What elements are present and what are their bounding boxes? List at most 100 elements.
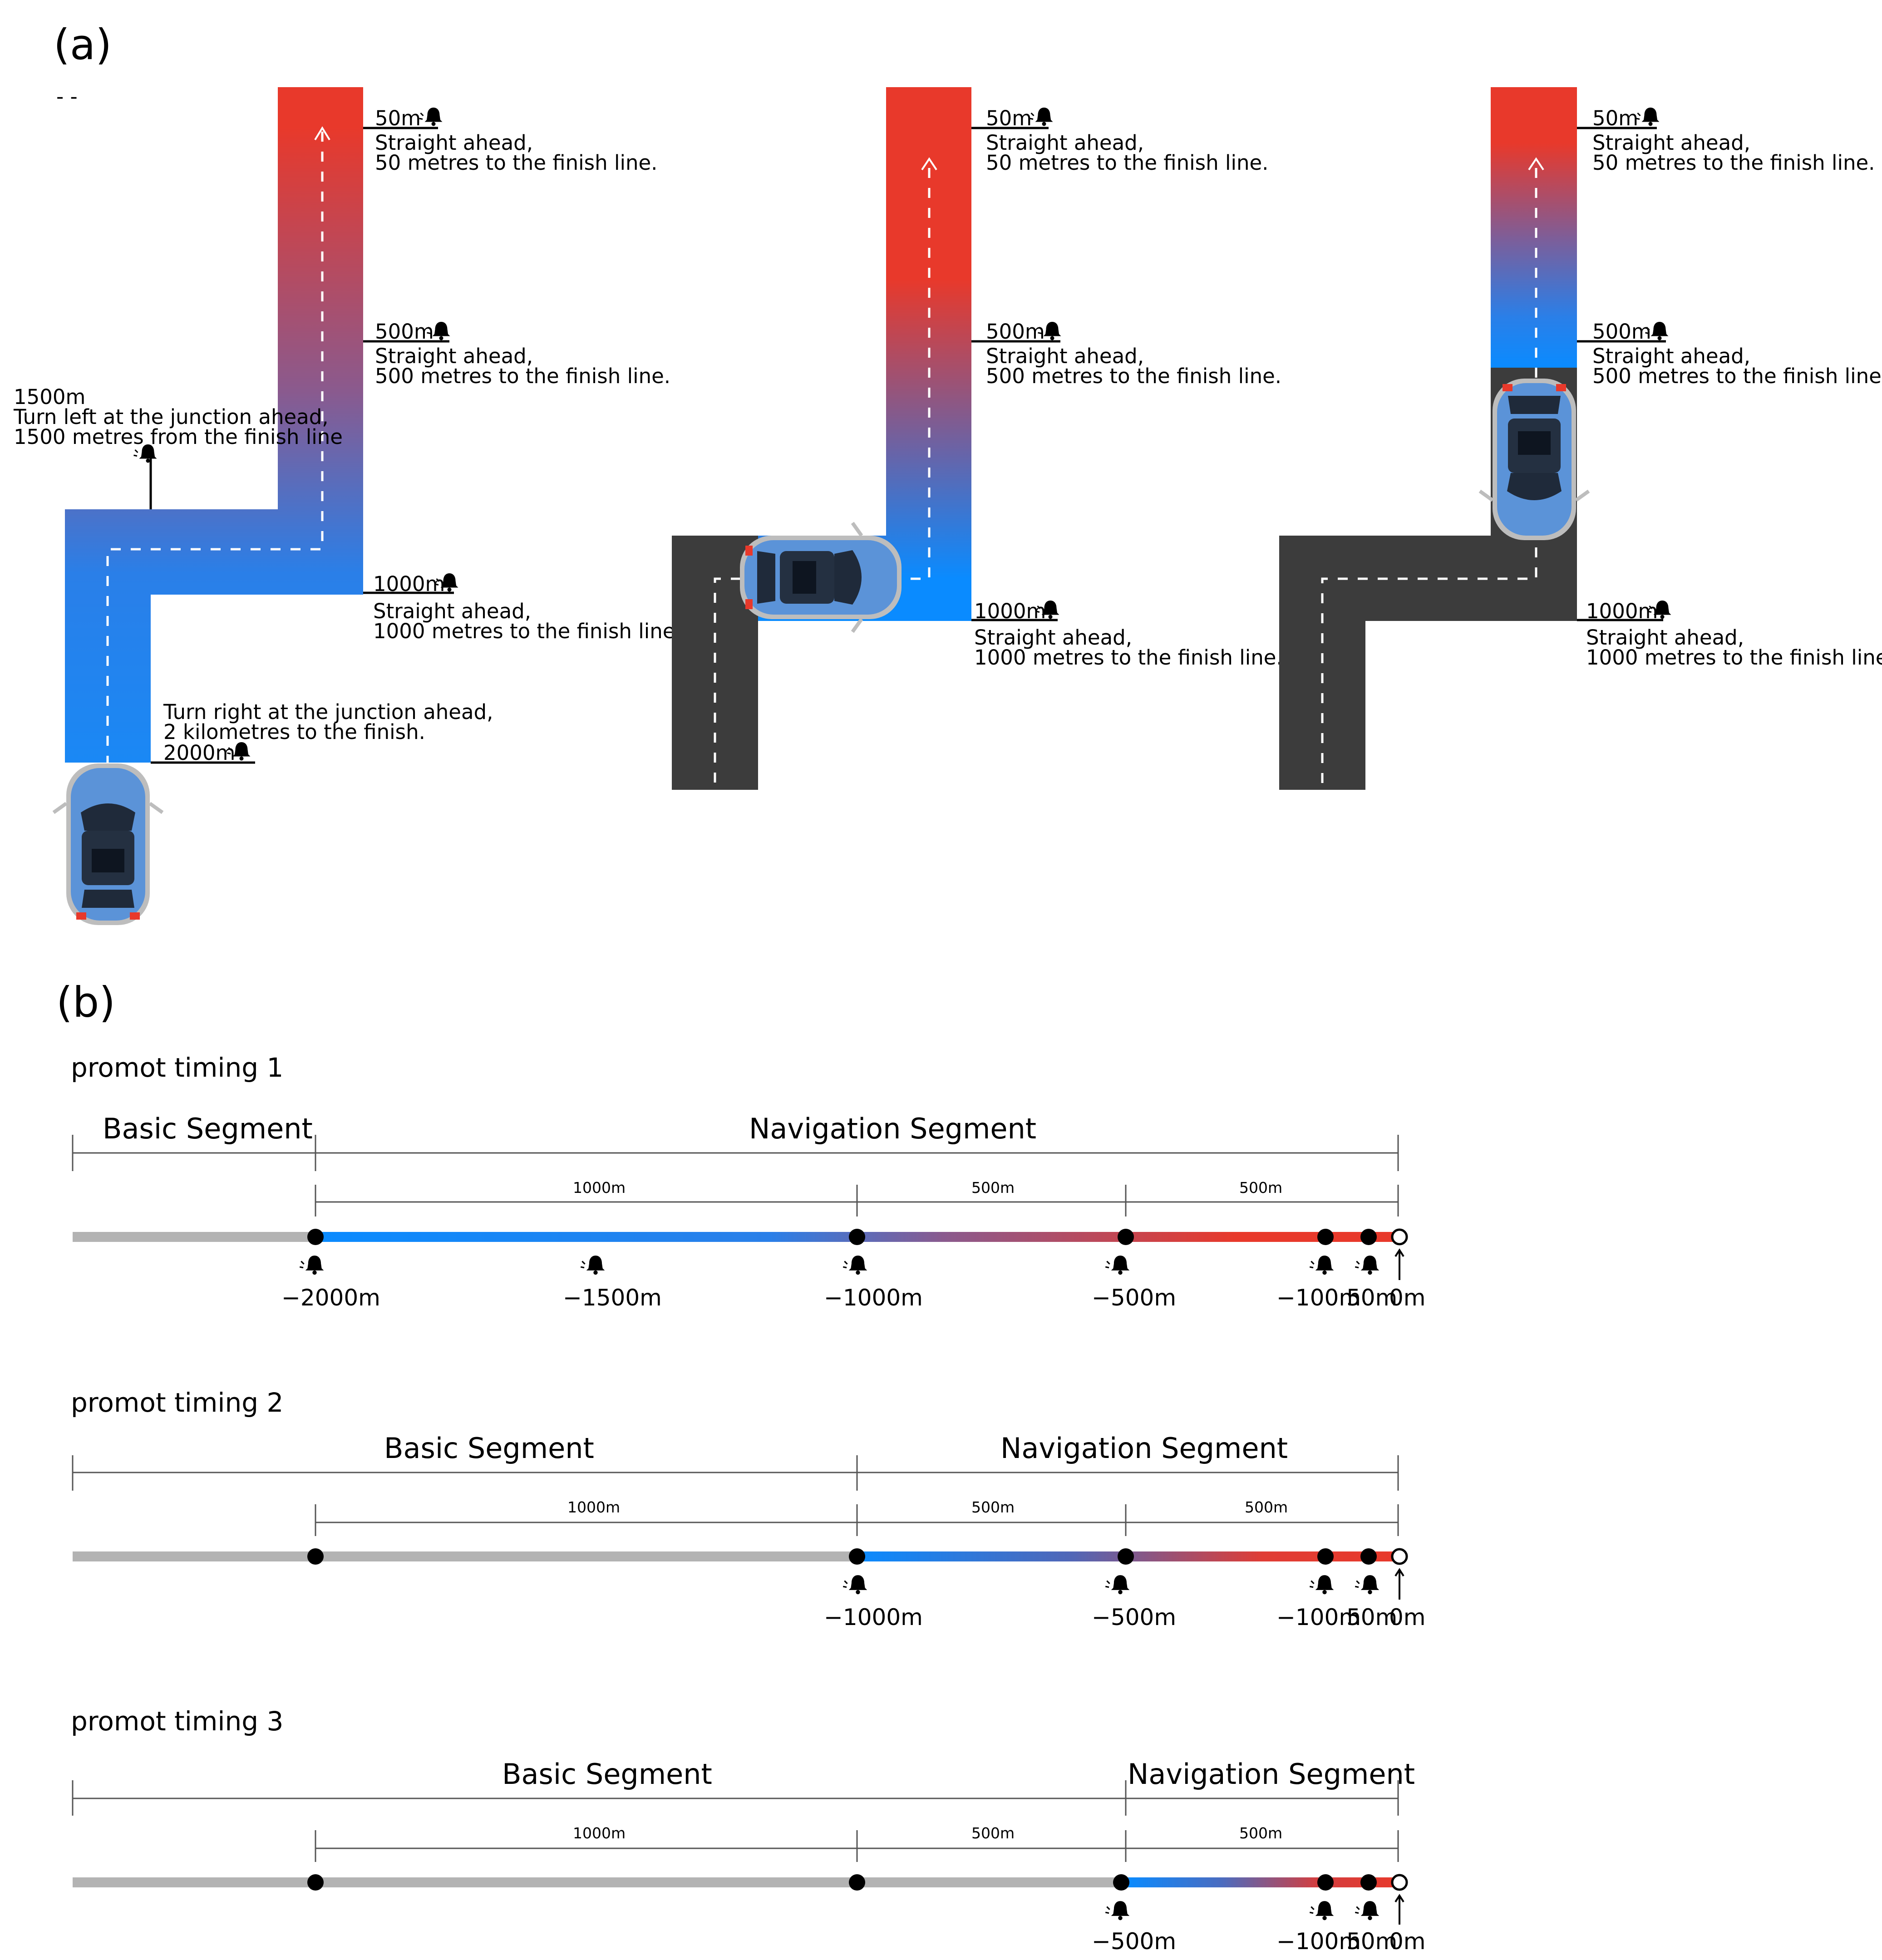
tick-label: 50m [1346,1928,1397,1955]
car-scene-3 [1480,379,1589,540]
tick-label: −100m [1276,1604,1361,1630]
tick-label: −2000m [281,1285,380,1311]
bell-icon [1104,1900,1130,1921]
span-label: 500m [1239,1824,1282,1842]
car-scene-1 [54,763,163,925]
callout-line1: Straight ahead, [375,344,533,368]
bell-icon [1104,1574,1130,1595]
scene-2: 50m Straight ahead, 50 metres to the fin… [672,87,1283,790]
dist-2000m: 2000m [163,741,235,765]
tick-label: 0m [1389,1928,1426,1955]
dist-50m: 50m [986,106,1032,130]
bell-icon [1309,1900,1335,1921]
tick-label: −100m [1276,1285,1361,1311]
navigation-segment-label: Navigation Segment [749,1112,1036,1145]
dist-500m: 500m [1592,320,1651,344]
basic-bar [73,1877,1126,1887]
callout-line2: 1000 metres to the finish line. [1586,645,1882,670]
bell-icon [1104,1255,1130,1275]
route-scene-1 [65,87,363,763]
panel-a-label: (a) [54,20,112,69]
bell-icon [299,1255,325,1275]
bell-icon [842,1255,868,1275]
bell-icon [419,107,443,127]
callout-line2: 500 metres to the finish line. [986,364,1281,388]
callout-line1: Turn right at the junction ahead, [163,700,493,724]
dist-1000m: 1000m [974,599,1046,623]
dash-marks: - - [56,84,78,108]
bell-icon [1029,107,1054,127]
callout-line2: 50 metres to the finish line. [375,151,657,175]
tick-label: 50m [1346,1285,1397,1311]
navigation-segment-label: Navigation Segment [1000,1432,1288,1465]
dist-1000m: 1000m [373,572,445,596]
callout-line1: Straight ahead, [986,131,1144,155]
route-centerline-scene-3 [1321,168,1537,785]
tick-label: 0m [1389,1285,1426,1311]
basic-segment-label: Basic Segment [502,1758,712,1791]
callout-line1: Straight ahead, [974,625,1132,650]
callout-line2: 50 metres to the finish line. [1592,151,1875,175]
tick-label: 0m [1389,1604,1426,1630]
bell-icon [1354,1574,1380,1595]
callout-line1: Straight ahead, [375,131,533,155]
callout-line2: 500 metres to the finish line. [1592,364,1882,388]
route-centerline-scene-2 [714,168,931,785]
basic-segment-label: Basic Segment [103,1112,313,1145]
car-scene-2 [740,523,902,632]
route-scene-2 [758,87,971,621]
timeline-3: promot timing 3 Basic Segment Navigation… [71,1706,1426,1955]
callout-line1: Straight ahead, [1592,131,1750,155]
nav-bar [1126,1877,1398,1887]
tick-label: 50m [1346,1604,1397,1630]
span-label: 1000m [573,1824,626,1842]
callout-line2: 500 metres to the finish line. [375,364,670,388]
dist-500m: 500m [986,320,1045,344]
callout-line1: Straight ahead, [373,599,531,623]
dist-500m: 500m [375,320,434,344]
bell-icon [842,1574,868,1595]
basic-bar [73,1232,315,1242]
dist-50m: 50m [375,106,421,130]
timeline-title: promot timing 1 [71,1052,283,1083]
callout-line1: Straight ahead, [1586,625,1744,650]
callout-line2: 50 metres to the finish line. [986,151,1268,175]
callout-line1: Straight ahead, [986,344,1144,368]
bell-icon [580,1255,606,1275]
bell-icon [1636,107,1660,127]
timeline-2: promot timing 2 Basic Segment Navigation… [71,1387,1426,1630]
route-scene-3 [1491,87,1577,368]
span-label: 500m [971,1824,1015,1842]
callout-line1: Turn left at the junction ahead, [13,405,329,429]
basic-bar [73,1551,857,1561]
tick-label: −1000m [824,1285,923,1311]
scene-3: 50m Straight ahead, 50 metres to the fin… [1279,87,1882,790]
bell-icon [1309,1574,1335,1595]
span-label: 1000m [567,1498,620,1516]
tick-label: −100m [1276,1928,1361,1955]
callout-line1: Straight ahead, [1592,344,1750,368]
span-label: 500m [971,1498,1015,1516]
scene-1: 50m Straight ahead, 50 metres to the fin… [13,87,682,925]
bell-icon [1354,1900,1380,1921]
callout-line2: 1000 metres to the finish line. [373,619,682,643]
span-label: 1000m [573,1179,626,1197]
route-centerline-scene-1 [106,132,324,763]
tick-label: −1500m [563,1285,662,1311]
dist-1500m: 1500m [14,385,85,409]
tick-label: −500m [1092,1928,1176,1955]
timeline-title: promot timing 3 [71,1706,283,1737]
timeline-title: promot timing 2 [71,1387,283,1418]
navigation-segment-label: Navigation Segment [1128,1758,1415,1791]
panel-b-label: (b) [56,978,115,1027]
callout-line2: 2 kilometres to the finish. [163,720,425,744]
basic-segment-label: Basic Segment [384,1432,594,1465]
tick-label: −500m [1092,1285,1176,1311]
dist-1000m: 1000m [1586,599,1658,623]
span-label: 500m [1245,1498,1288,1516]
timeline-1: promot timing 1 Basic Segment Navigation… [71,1052,1426,1311]
span-label: 500m [1239,1179,1282,1197]
callout-line2: 1500 metres from the finish line [14,425,343,449]
tick-label: −500m [1092,1604,1176,1630]
